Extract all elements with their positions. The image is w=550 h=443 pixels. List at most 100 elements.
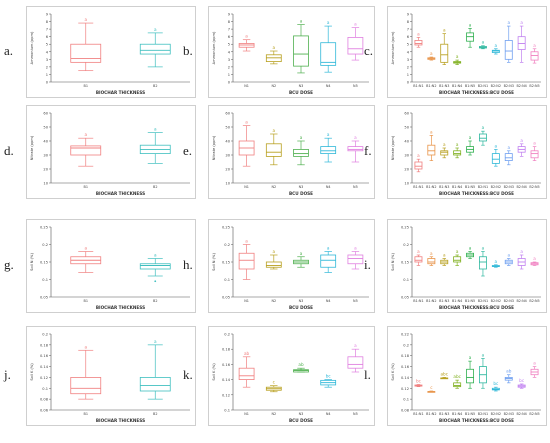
- y-tick-label: 4: [228, 50, 231, 54]
- x-tick-label: B1: [84, 84, 88, 88]
- box-iqr: [293, 259, 309, 265]
- significance-letter: a: [443, 142, 446, 147]
- y-axis-label: Soil N (%): [30, 253, 34, 271]
- chart-panel-b: 0 1 2 3 4 5 6 7 8 9 Ammonium (ppm) BCU DOSE a N1 a N2 a N…: [208, 6, 375, 98]
- significance-letter: a: [482, 125, 485, 130]
- x-tick-label: N3: [299, 185, 304, 189]
- x-tick-label: B2:N1: [478, 299, 488, 303]
- significance-letter: a: [495, 259, 498, 264]
- significance-letter: a: [417, 153, 420, 158]
- y-tick-label: 0.14: [40, 365, 49, 369]
- box-N2: a N2: [265, 128, 282, 189]
- box-B2: a B2: [139, 27, 171, 88]
- x-tick-label: B1:N1: [413, 84, 423, 88]
- box-B2-N2: a B2:N2: [491, 43, 501, 88]
- box-B2-N2: a B2:N2: [491, 143, 501, 189]
- x-tick-label: N1: [244, 412, 249, 416]
- significance-letter: a: [456, 249, 459, 254]
- box-iqr: [453, 256, 462, 263]
- y-tick-label: 0.1: [224, 278, 230, 282]
- box-B1-N2: a B1:N2: [426, 51, 436, 88]
- box-B1-N1: a B1:N1: [413, 153, 423, 189]
- y-tick-label: 0.05: [40, 296, 48, 300]
- y-tick-label: 0.25: [401, 226, 409, 230]
- x-axis-label: BIOCHAR THICKNESS: [96, 305, 145, 310]
- box-B1-N4: a B1:N4: [452, 249, 462, 303]
- box-B2-N4: a B2:N4: [516, 138, 526, 189]
- y-tick-label: 0.14: [401, 376, 410, 380]
- significance-letter: a: [84, 344, 87, 349]
- y-tick-label: 8: [228, 20, 231, 24]
- x-tick-label: N2: [271, 299, 276, 303]
- significance-letter: a: [533, 43, 536, 48]
- y-tick-label: 40: [404, 140, 409, 144]
- y-tick-label: 0.1: [224, 409, 230, 413]
- x-tick-label: B2:N3: [504, 84, 514, 88]
- chart-svg-g: 0.05 0.1 0.15 0.2 0.25 Soil N (%) BIOCHAR THIC…: [30, 226, 190, 310]
- y-axis-label: Soil N (%): [212, 253, 216, 271]
- chart-panel-i: 0.05 0.1 0.15 0.2 0.25 Soil N (%) BIOCHAR THIC…: [387, 219, 547, 313]
- box-iqr: [70, 145, 102, 156]
- x-tick-label: N1: [244, 84, 249, 88]
- y-tick-label: 9: [407, 13, 410, 17]
- y-tick-label: 0.12: [222, 393, 230, 397]
- significance-letter: a: [495, 143, 498, 148]
- significance-letter: ab: [506, 369, 512, 374]
- box-B2-N2: a B2:N2: [491, 259, 501, 303]
- x-axis-label: BIOCHAR THICKNESS: [96, 90, 145, 95]
- box-iqr: [440, 43, 449, 63]
- significance-letter: a: [417, 249, 420, 254]
- y-tick-label: 0.18: [40, 343, 49, 347]
- significance-letter: a: [300, 135, 303, 140]
- significance-letter: a: [154, 253, 157, 258]
- y-tick-label: 0.2: [42, 243, 48, 247]
- panel-letter-l: l.: [364, 367, 371, 382]
- x-tick-label: B2:N4: [516, 412, 526, 416]
- x-tick-label: B2:N1: [478, 185, 488, 189]
- box-iqr: [265, 261, 282, 268]
- box-iqr: [491, 153, 500, 164]
- y-tick-label: 0.18: [401, 354, 410, 358]
- y-tick-label: 8: [46, 20, 49, 24]
- y-axis-label: Ammonium (ppm): [30, 31, 34, 64]
- box-N1: ab N1: [238, 351, 255, 416]
- y-tick-label: 2: [407, 65, 409, 69]
- x-tick-label: B2:N4: [516, 299, 526, 303]
- box-B1: a B1: [70, 132, 102, 189]
- y-tick-label: 0.08: [40, 398, 49, 402]
- x-tick-label: N4: [326, 299, 331, 303]
- significance-letter: bc: [493, 381, 499, 386]
- significance-letter: a: [482, 246, 485, 251]
- y-tick-label: 9: [228, 13, 231, 17]
- y-tick-label: 60: [225, 112, 230, 116]
- box-B1: a B1: [70, 246, 102, 303]
- panel-letter-g: g.: [4, 257, 14, 272]
- box-iqr: [414, 256, 423, 263]
- significance-letter: a: [84, 246, 87, 251]
- significance-letter: a: [430, 51, 433, 56]
- x-tick-label: B2: [153, 185, 157, 189]
- significance-letter: a: [533, 141, 536, 146]
- box-B2: a B2: [139, 253, 171, 303]
- box-B1-N1: bc B1:N1: [413, 378, 423, 416]
- box-B1-N4: a B1:N4: [452, 142, 462, 189]
- y-tick-label: 0.1: [42, 278, 48, 282]
- x-tick-label: B2:N3: [504, 412, 514, 416]
- box-B1-N5: a B1:N5: [465, 22, 475, 88]
- significance-letter: a: [327, 246, 330, 251]
- box-N3: ab N3: [293, 362, 309, 416]
- x-tick-label: B2:N3: [504, 185, 514, 189]
- y-tick-label: 20: [404, 168, 409, 172]
- x-axis-label: BIOCHAR THICKNESS:BCU DOSE: [439, 90, 514, 95]
- y-tick-label: 0.16: [222, 363, 231, 367]
- significance-letter: a: [430, 251, 433, 256]
- chart-panel-e: 10 20 30 40 50 60 Nitrate (ppm) BCU DOSE a N1 a N2 a…: [208, 105, 375, 199]
- box-N3: a N3: [293, 251, 309, 303]
- significance-letter: a: [469, 246, 472, 251]
- panel-letter-b: b.: [183, 43, 193, 58]
- x-tick-label: B1:N3: [439, 412, 449, 416]
- y-tick-label: 7: [228, 28, 230, 32]
- x-tick-label: B1:N2: [426, 84, 436, 88]
- box-B1: a B1: [70, 17, 102, 88]
- box-iqr: [453, 382, 462, 388]
